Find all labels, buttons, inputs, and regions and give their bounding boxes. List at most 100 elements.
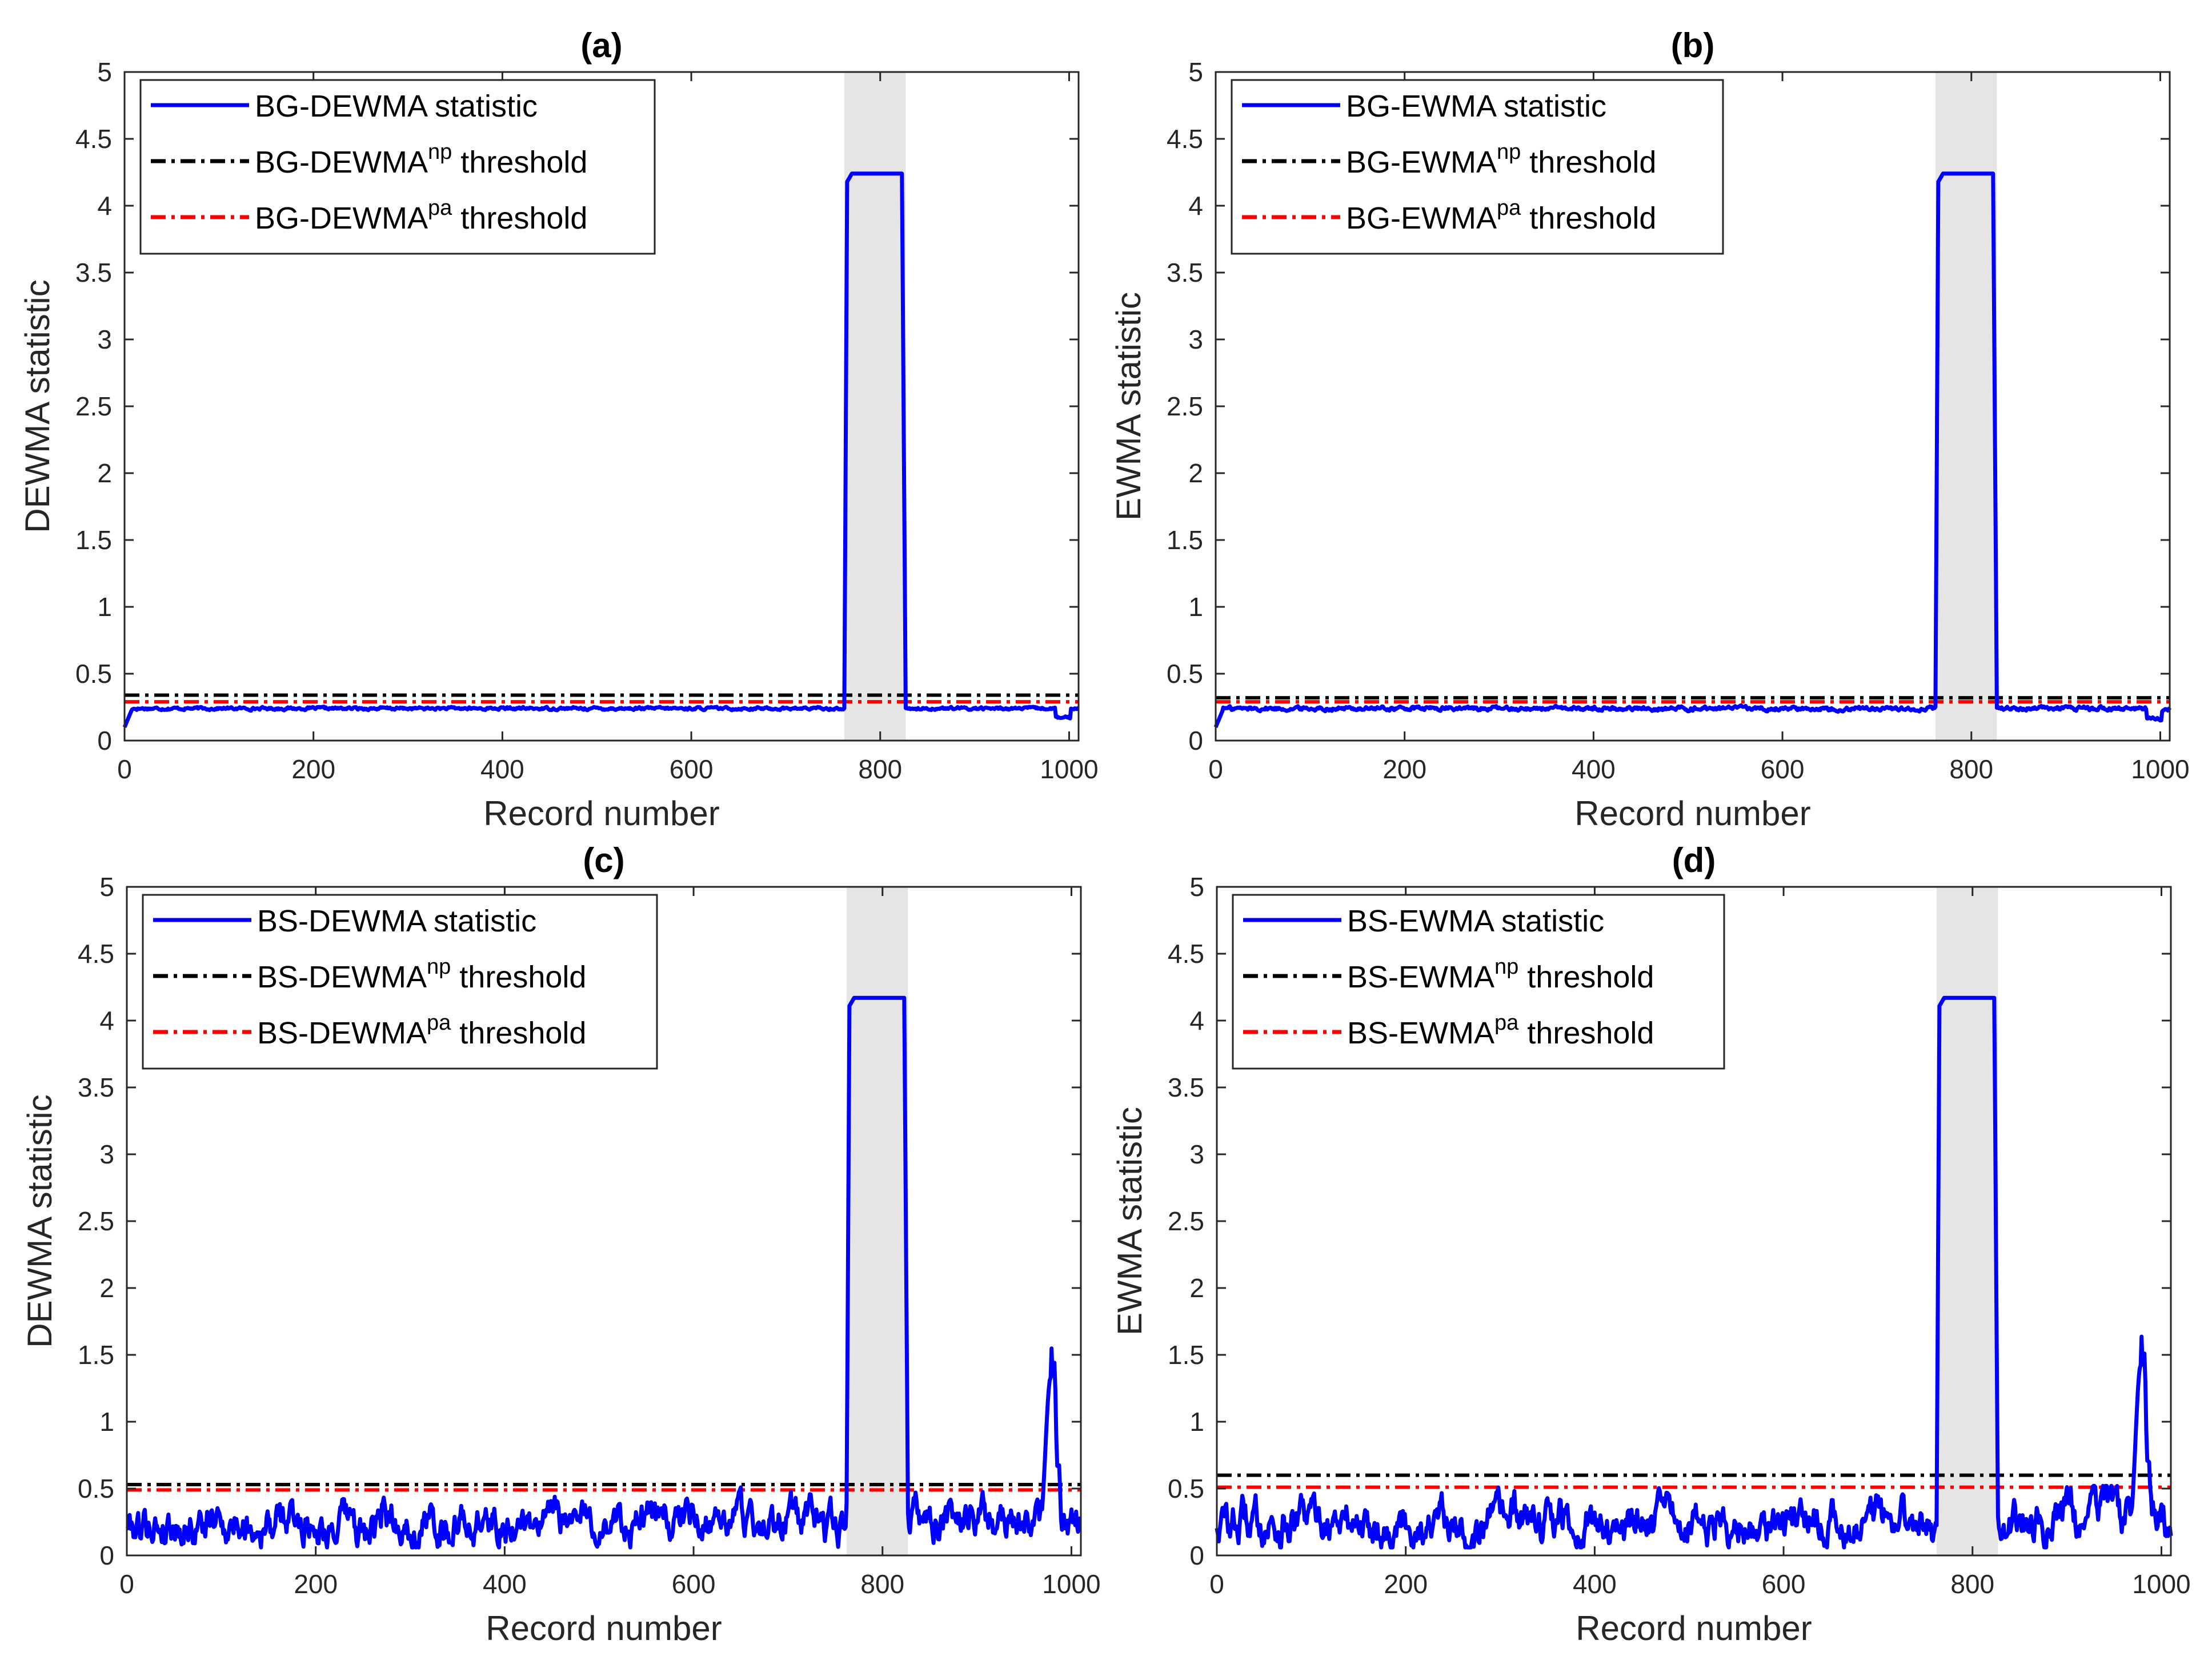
statistic-line xyxy=(122,171,1080,728)
y-tick-label: 4 xyxy=(99,1006,114,1035)
y-tick-label: 4.5 xyxy=(75,124,112,154)
y-tick-label: 5 xyxy=(1188,57,1203,87)
legend-label-0: BS-EWMA statistic xyxy=(1347,904,1604,938)
legend-label-main: BG-DEWMA xyxy=(255,89,428,123)
y-tick-label: 3.5 xyxy=(75,258,112,287)
y-tick-label: 3 xyxy=(99,1139,114,1169)
legend-label-2: BS-DEWMApa threshold xyxy=(257,1011,586,1050)
y-tick-label: 2 xyxy=(97,458,112,488)
panel-title: (d) xyxy=(1672,841,1716,879)
legend-label-rest: threshold xyxy=(1521,201,1656,235)
legend-label-0: BG-EWMA statistic xyxy=(1346,89,1606,123)
y-tick-label: 5 xyxy=(1189,872,1204,902)
legend-label-main: BS-EWMA xyxy=(1347,960,1494,994)
y-tick-label: 5 xyxy=(99,872,114,902)
chart-panel-a: 0 0.5 1 1.5 2 2.5 3 3.5 4 4.5 5 0 200 400 600 800 1000 (a… xyxy=(18,26,1099,833)
chart-panel-d: 0 0.5 1 1.5 2 2.5 3 3.5 4 4.5 5 0 200 400 600 800 1000 (d… xyxy=(1111,841,2191,1647)
statistic-line xyxy=(1215,995,2173,1550)
legend-label-main: BS-EWMA xyxy=(1347,1016,1494,1050)
y-tick-label: 4 xyxy=(1188,191,1203,221)
legend-label-sup: pa xyxy=(1494,1011,1519,1035)
y-tick-label: 2 xyxy=(99,1273,114,1303)
x-tick-label: 600 xyxy=(1761,754,1805,784)
legend-label-1: BS-EWMAnp threshold xyxy=(1347,955,1654,994)
x-tick-label: 1000 xyxy=(2131,754,2189,784)
y-tick-label: 0 xyxy=(97,726,112,755)
legend-label-main: BG-DEWMA xyxy=(255,201,428,235)
statistic-line xyxy=(1213,171,2171,728)
y-tick-label: 0.5 xyxy=(1167,659,1203,689)
legend-box xyxy=(139,79,656,255)
legend-label-main: BS-EWMA xyxy=(1347,904,1494,938)
legend-label-0: BS-DEWMA statistic xyxy=(257,904,536,938)
x-tick-label: 200 xyxy=(1384,1569,1428,1599)
legend-label-rest: statistic xyxy=(426,89,538,123)
y-tick-label: 1.5 xyxy=(75,525,112,555)
x-axis-label: Record number xyxy=(483,794,720,833)
legend-label-rest: threshold xyxy=(451,960,586,994)
legend-label-main: BG-EWMA xyxy=(1346,201,1497,235)
panel-title: (c) xyxy=(583,841,624,879)
panels-container: 00.511.522.533.544.550 200 400 600 800 1000(a… xyxy=(18,26,2191,1647)
x-tick-label: 200 xyxy=(291,754,335,784)
y-tick-label: 4 xyxy=(97,191,112,221)
y-tick-label: 4.5 xyxy=(1167,124,1203,154)
legend-label-rest: statistic xyxy=(1493,904,1604,938)
legend-label-rest: threshold xyxy=(1518,960,1654,994)
y-tick-label: 4.5 xyxy=(78,939,114,969)
legend-box xyxy=(1232,894,1725,1070)
legend-label-1: BS-DEWMAnp threshold xyxy=(257,955,586,994)
x-tick-label: 1000 xyxy=(2132,1569,2190,1599)
y-axis-label: EWMA statistic xyxy=(1109,292,1148,521)
y-tick-label: 2 xyxy=(1188,458,1203,488)
y-tick-label: 1.5 xyxy=(1167,525,1203,555)
x-tick-label: 0 xyxy=(119,1569,134,1599)
y-tick-label: 0.5 xyxy=(75,659,112,689)
y-tick-label: 3.5 xyxy=(78,1073,114,1102)
x-tick-label: 400 xyxy=(483,1569,527,1599)
y-tick-label: 3.5 xyxy=(1168,1073,1204,1102)
y-tick-label: 0.5 xyxy=(78,1474,114,1503)
shaded-region xyxy=(1936,887,1998,1555)
shaded-region xyxy=(846,887,908,1555)
legend-label-1: BG-EWMAnp threshold xyxy=(1346,140,1656,179)
y-tick-label: 4 xyxy=(1189,1006,1204,1035)
legend-label-main: BG-DEWMA xyxy=(255,145,428,179)
y-tick-label: 2 xyxy=(1189,1273,1204,1303)
y-tick-label: 1.5 xyxy=(1168,1340,1204,1370)
y-tick-label: 5 xyxy=(97,57,112,87)
x-axis-label: Record number xyxy=(486,1609,722,1647)
x-tick-label: 0 xyxy=(1208,754,1223,784)
y-axis-label: DEWMA statistic xyxy=(18,279,57,533)
legend-label-main: BG-EWMA xyxy=(1346,145,1497,179)
y-tick-label: 1.5 xyxy=(78,1340,114,1370)
legend-label-sup: pa xyxy=(1497,196,1521,220)
legend-box xyxy=(1231,79,1724,255)
x-tick-label: 600 xyxy=(1762,1569,1806,1599)
y-tick-label: 4.5 xyxy=(1168,939,1204,969)
x-tick-label: 800 xyxy=(1950,1569,1994,1599)
y-tick-label: 0 xyxy=(99,1541,114,1570)
x-tick-label: 400 xyxy=(480,754,524,784)
y-tick-label: 3 xyxy=(1189,1139,1204,1169)
shaded-region xyxy=(844,72,906,741)
x-tick-label: 800 xyxy=(860,1569,904,1599)
legend-label-sup: pa xyxy=(428,196,452,220)
y-tick-label: 2.5 xyxy=(1167,391,1203,421)
panel-title: (b) xyxy=(1671,26,1715,65)
legend-label-main: BS-DEWMA xyxy=(257,904,427,938)
x-tick-label: 400 xyxy=(1573,1569,1617,1599)
y-axis-label: EWMA statistic xyxy=(1111,1107,1149,1335)
legend-label-rest: threshold xyxy=(1518,1016,1654,1050)
legend-label-sup: np xyxy=(427,955,451,979)
legend-label-rest: threshold xyxy=(452,201,587,235)
x-tick-label: 1000 xyxy=(1042,1569,1100,1599)
x-axis-label: Record number xyxy=(1576,1609,1812,1647)
y-tick-label: 1 xyxy=(1189,1407,1204,1437)
statistic-line xyxy=(126,995,1082,1550)
legend-label-main: BS-DEWMA xyxy=(257,960,427,994)
y-tick-label: 0 xyxy=(1188,726,1203,755)
